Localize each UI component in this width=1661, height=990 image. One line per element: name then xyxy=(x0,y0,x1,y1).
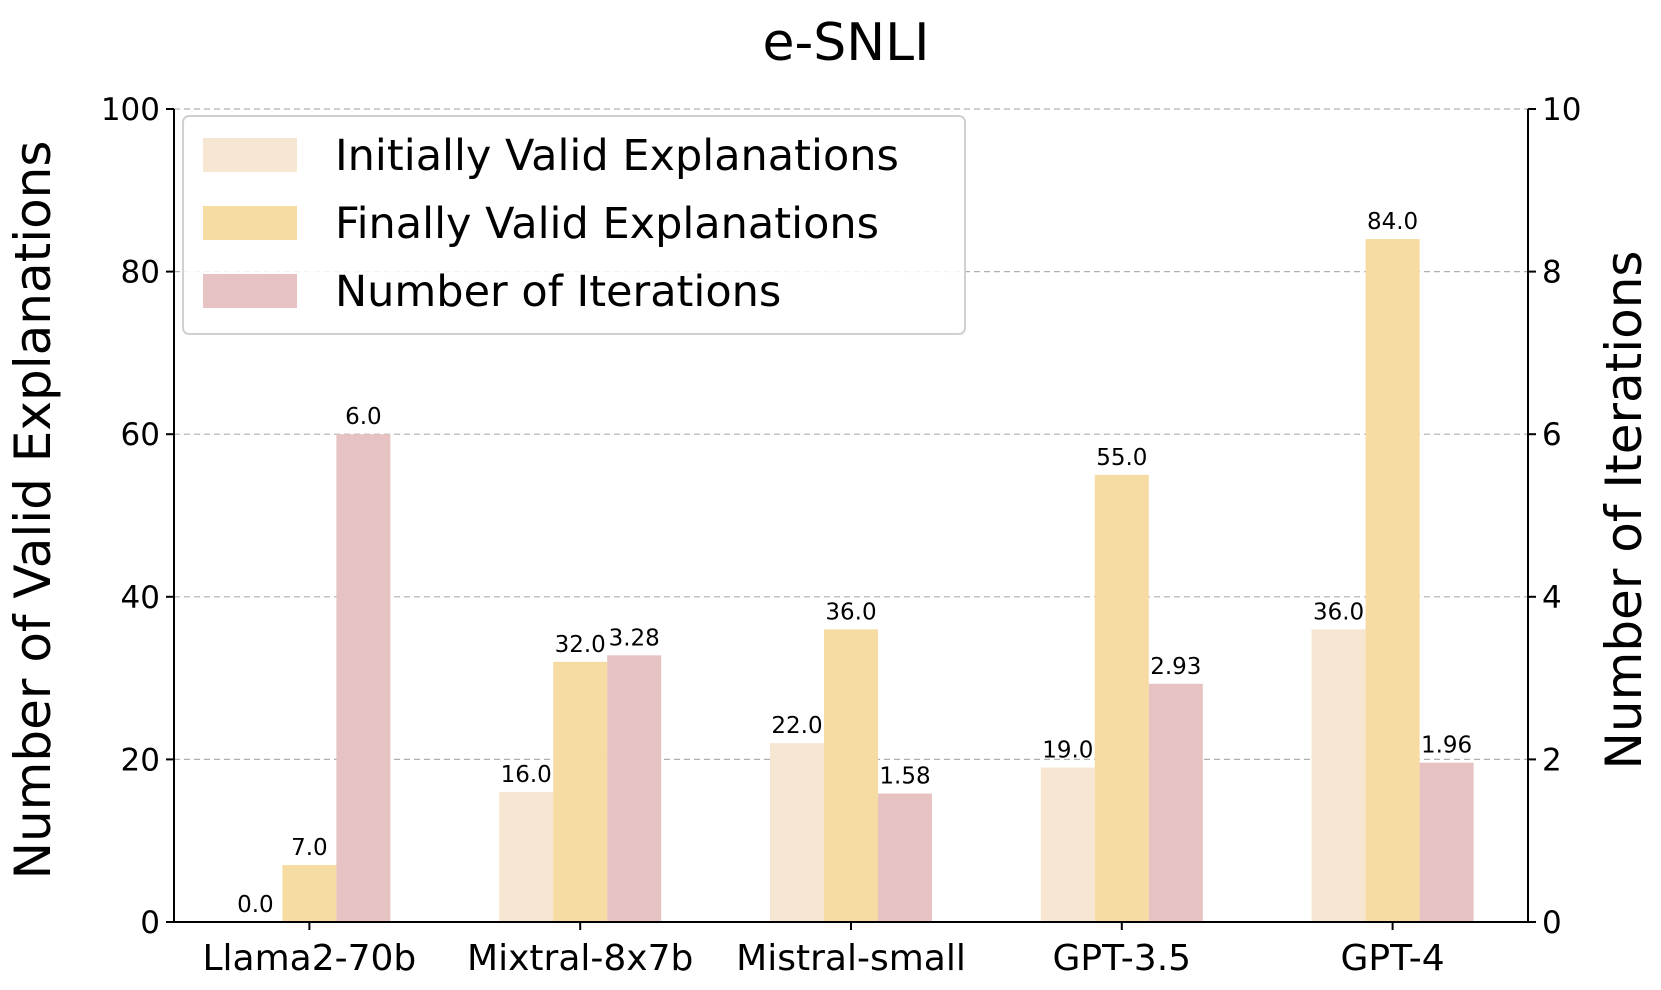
y-tick-label-right: 4 xyxy=(1542,580,1562,616)
bar-initially-valid-explanations xyxy=(770,743,824,922)
y-tick-label-left: 100 xyxy=(101,92,160,128)
legend-swatch xyxy=(203,274,297,308)
bars xyxy=(282,239,1474,922)
bar-finally-valid-explanations xyxy=(1365,239,1420,922)
bar-number-of-iterations xyxy=(1148,683,1203,922)
y-tick-label-right: 10 xyxy=(1542,92,1581,128)
data-label: 55.0 xyxy=(1096,445,1147,471)
legend-label: Number of Iterations xyxy=(335,267,781,317)
bar-finally-valid-explanations xyxy=(282,865,337,922)
y-tick-label-left: 60 xyxy=(121,417,160,453)
y-tick-label-left: 0 xyxy=(140,905,160,941)
chart-title: e-SNLI xyxy=(763,13,930,73)
x-tick-label: Mixtral-8x7b xyxy=(467,938,693,979)
y-tick-label-left: 40 xyxy=(121,580,160,616)
bar-initially-valid-explanations xyxy=(1040,767,1095,922)
y-axis-label-left: Number of Valid Explanations xyxy=(4,141,62,880)
x-tick-label: Llama2-70b xyxy=(202,938,416,979)
y-tick-label-right: 0 xyxy=(1542,905,1562,941)
bar-finally-valid-explanations xyxy=(553,661,608,922)
data-label: 3.28 xyxy=(609,625,660,651)
legend-swatch xyxy=(203,138,297,172)
bar-number-of-iterations xyxy=(878,793,932,922)
data-label: 36.0 xyxy=(1313,599,1364,625)
y-tick-label-right: 6 xyxy=(1542,417,1562,453)
y-tick-label-right: 8 xyxy=(1542,255,1562,291)
bar-initially-valid-explanations xyxy=(1311,629,1366,922)
bar-finally-valid-explanations xyxy=(824,629,878,922)
data-label: 22.0 xyxy=(771,713,822,739)
data-label: 0.0 xyxy=(237,892,274,918)
legend: Initially Valid Explanations Finally Vali… xyxy=(182,115,966,335)
legend-label: Finally Valid Explanations xyxy=(335,199,879,249)
legend-box xyxy=(182,115,966,335)
bar-number-of-iterations xyxy=(607,655,662,922)
bar-number-of-iterations xyxy=(1419,762,1474,922)
data-label: 6.0 xyxy=(345,404,382,430)
bar-finally-valid-explanations xyxy=(1094,474,1149,922)
y-tick-label-left: 20 xyxy=(121,742,160,778)
data-label: 1.58 xyxy=(879,764,930,790)
data-label: 16.0 xyxy=(501,762,552,788)
bar-number-of-iterations xyxy=(336,434,391,922)
data-label: 36.0 xyxy=(825,599,876,625)
axes: 0 20 40 60 80 100 0 2 4 6 8 10 Llama2-70b Mixtral-8x7… xyxy=(101,92,1582,979)
data-labels: 0.0 7.0 6.0 16.0 32.0 3.28 22.0 36.0 1.58 19.0 55.… xyxy=(237,209,1472,918)
y-tick-label-right: 2 xyxy=(1542,742,1562,778)
data-label: 7.0 xyxy=(291,835,328,861)
data-label: 32.0 xyxy=(555,632,606,658)
bar-initially-valid-explanations xyxy=(499,791,554,922)
data-label: 2.93 xyxy=(1150,654,1201,680)
y-tick-label-left: 80 xyxy=(121,255,160,291)
x-tick-label: GPT-4 xyxy=(1341,938,1445,979)
x-tick-label: GPT-3.5 xyxy=(1053,938,1192,979)
data-label: 1.96 xyxy=(1421,733,1472,759)
data-label: 19.0 xyxy=(1042,738,1093,764)
legend-swatch xyxy=(203,206,297,240)
y-axis-label-right: Number of Iterations xyxy=(1595,251,1653,770)
legend-label: Initially Valid Explanations xyxy=(335,131,899,181)
x-tick-label: Mistral-small xyxy=(736,938,966,979)
data-label: 84.0 xyxy=(1367,209,1418,235)
